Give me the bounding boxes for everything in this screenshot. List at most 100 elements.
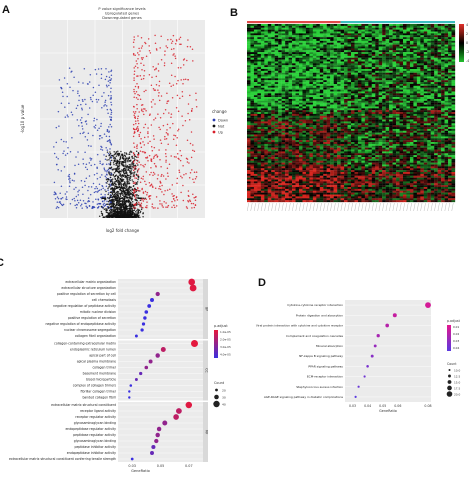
heatmap-cell	[264, 76, 268, 78]
heatmap-cell	[261, 24, 265, 26]
heatmap-cell	[375, 26, 379, 28]
heatmap-cell	[278, 88, 282, 90]
heatmap-cell	[323, 37, 327, 39]
heatmap-cell	[306, 28, 310, 30]
heatmap-cell	[330, 52, 334, 54]
volcano-point	[149, 174, 151, 176]
heatmap-cell	[354, 90, 358, 92]
heatmap-cell	[438, 97, 442, 99]
heatmap-cell	[417, 28, 421, 30]
heatmap-cell	[289, 67, 293, 69]
heatmap-cell	[389, 65, 393, 67]
heatmap-cell	[400, 39, 404, 41]
volcano-point	[120, 189, 122, 191]
heatmap-cell	[396, 35, 400, 37]
volcano-point	[78, 164, 80, 166]
volcano-point	[123, 189, 125, 191]
heatmap-cell	[448, 80, 452, 82]
heatmap-cell	[254, 26, 258, 28]
volcano-point	[54, 153, 56, 155]
heatmap-cell	[313, 31, 317, 33]
volcano-point	[138, 161, 140, 163]
heatmap-cell	[341, 28, 345, 30]
heatmap-cell	[330, 67, 334, 69]
heatmap-cell	[299, 60, 303, 62]
heatmap-cell	[368, 54, 372, 56]
heatmap-cell	[386, 45, 390, 47]
heatmap-cell	[396, 86, 400, 88]
volcano-point	[141, 78, 143, 80]
heatmap-cell	[354, 78, 358, 80]
heatmap-cell	[341, 46, 345, 48]
heatmap-cell	[348, 45, 352, 47]
heatmap-cell	[320, 82, 324, 84]
heatmap-cell	[330, 80, 334, 82]
volcano-point	[160, 188, 162, 190]
heatmap-cell	[406, 75, 410, 77]
volcano-point	[111, 206, 113, 208]
heatmap-cell	[320, 30, 324, 32]
heatmap-cell	[330, 31, 334, 33]
heatmap-cell	[299, 91, 303, 93]
heatmap-cell	[337, 56, 341, 58]
heatmap-cell	[434, 80, 438, 82]
volcano-point	[111, 116, 113, 118]
heatmap-cell	[431, 91, 435, 93]
heatmap-cell	[271, 90, 275, 92]
volcano-point	[154, 35, 156, 37]
heatmap-cell	[351, 75, 355, 77]
heatmap-cell	[403, 67, 407, 69]
heatmap-cell	[285, 33, 289, 35]
heatmap-cell	[254, 76, 258, 78]
volcano-point	[136, 127, 138, 129]
heatmap-cell	[320, 60, 324, 62]
volcano-point	[81, 107, 83, 109]
heatmap-cell	[299, 26, 303, 28]
volcano-point	[137, 94, 139, 96]
heatmap-cell	[417, 52, 421, 54]
heatmap-cell	[327, 41, 331, 43]
heatmap-cell	[344, 88, 348, 90]
heatmap-cell	[341, 91, 345, 93]
volcano-point	[97, 188, 99, 190]
heatmap-cell	[441, 75, 445, 77]
volcano-point	[97, 191, 99, 193]
heatmap-cell	[292, 35, 296, 37]
heatmap-cell	[375, 45, 379, 47]
heatmap-cell	[327, 43, 331, 45]
heatmap-cell	[334, 99, 338, 101]
heatmap-cell	[406, 67, 410, 69]
heatmap-cell	[302, 31, 306, 33]
heatmap-cell	[396, 48, 400, 50]
heatmap-cell	[452, 52, 456, 54]
heatmap-cell	[313, 61, 317, 63]
heatmap-cell	[348, 26, 352, 28]
volcano-point	[143, 198, 145, 200]
heatmap-cell	[282, 73, 286, 75]
volcano-point	[133, 89, 135, 91]
heatmap-cell	[445, 60, 449, 62]
volcano-point	[102, 163, 104, 165]
heatmap-cell	[306, 61, 310, 63]
heatmap-cell	[354, 82, 358, 84]
volcano-point	[114, 205, 116, 207]
heatmap-cell	[250, 41, 254, 43]
heatmap-cell	[424, 43, 428, 45]
volcano-point	[143, 75, 145, 77]
heatmap-cell	[358, 97, 362, 99]
heatmap-cell	[379, 41, 383, 43]
heatmap-cell	[389, 71, 393, 73]
heatmap-cell	[341, 97, 345, 99]
volcano-point	[117, 179, 119, 181]
heatmap-cell	[296, 41, 300, 43]
volcano-point	[149, 195, 151, 197]
heatmap-cell	[400, 75, 404, 77]
volcano-point	[109, 198, 111, 200]
heatmap-cell	[410, 73, 414, 75]
volcano-point	[91, 158, 93, 160]
heatmap-cell	[389, 84, 393, 86]
heatmap-cell	[382, 93, 386, 95]
heatmap-cell	[400, 45, 404, 47]
heatmap-cell	[424, 58, 428, 60]
heatmap-cell	[375, 48, 379, 50]
